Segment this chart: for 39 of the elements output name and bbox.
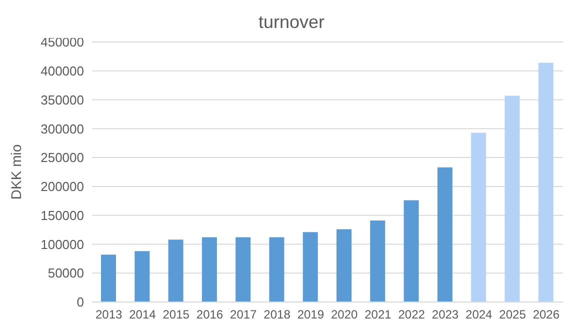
x-tick-label: 2017: [230, 308, 258, 322]
x-tick-label: 2024: [466, 308, 493, 322]
y-axis-title: DKK mio: [8, 144, 24, 200]
x-tick-label: 2013: [95, 308, 122, 322]
bar: [504, 96, 520, 302]
bar: [404, 200, 419, 302]
bar: [471, 132, 486, 302]
bar: [538, 62, 554, 302]
x-tick-label: 2016: [196, 308, 224, 322]
bar: [370, 220, 386, 302]
y-tick-label: 300000: [40, 121, 84, 136]
x-tick-label: 2025: [499, 308, 526, 322]
y-tick-label: 250000: [40, 150, 84, 166]
bar: [168, 240, 184, 302]
bar: [302, 232, 318, 302]
x-tick-label: 2022: [398, 308, 426, 322]
y-tick-label: 150000: [40, 208, 84, 223]
bar: [134, 251, 150, 302]
bar: [202, 237, 217, 302]
y-tick-label: 200000: [40, 179, 84, 194]
x-tick-label: 2023: [432, 308, 459, 322]
chart-title: turnover: [258, 12, 325, 32]
x-tick-label: 2014: [129, 308, 156, 322]
x-tick-label: 2020: [330, 308, 358, 322]
bar: [101, 254, 116, 302]
x-tick-label: 2026: [532, 308, 560, 322]
x-tick-label: 2019: [297, 308, 324, 322]
y-tick-label: 0: [76, 294, 84, 310]
y-tick-label: 350000: [40, 92, 84, 108]
x-tick-label: 2021: [364, 308, 392, 322]
x-tick-label: 2015: [162, 308, 190, 322]
bar: [269, 237, 284, 302]
bar: [437, 167, 452, 302]
bar: [336, 229, 352, 302]
y-tick-label: 50000: [48, 266, 84, 281]
x-tick-label: 2018: [264, 308, 291, 322]
y-tick-label: 100000: [40, 236, 84, 252]
y-tick-label: 400000: [40, 64, 84, 79]
bar: [236, 237, 251, 302]
